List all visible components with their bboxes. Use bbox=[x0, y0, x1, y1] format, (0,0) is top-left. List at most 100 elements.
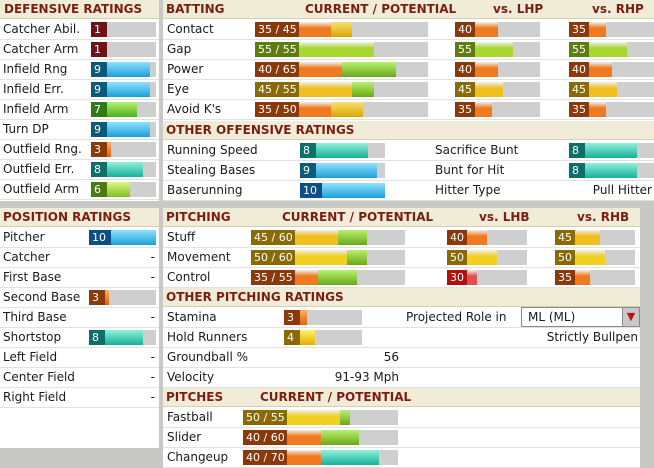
batting-panel: BATTING CURRENT / POTENTIAL vs. LHP vs. … bbox=[163, 0, 654, 121]
batting-power-lhp-bar: 40 bbox=[455, 62, 540, 77]
defensive-catcher-arm-badge: 1 bbox=[91, 42, 107, 57]
defensive-label: Turn DP bbox=[3, 122, 49, 136]
defensive-ratings-header: DEFENSIVE RATINGS bbox=[0, 0, 159, 19]
pitching-movement-lhb-bar: 50 bbox=[447, 250, 527, 265]
other-offense-sacrifice-bunt-bar: 8 bbox=[569, 143, 654, 158]
position-value: - bbox=[150, 250, 155, 264]
pitch-label: Fastball bbox=[167, 410, 213, 424]
projected-role-value: ML (ML) bbox=[528, 310, 576, 324]
position-value: - bbox=[150, 350, 155, 364]
stamina-bar: 3 bbox=[284, 310, 362, 325]
pitching-control-lhb-bar: 30 bbox=[447, 270, 527, 285]
defensive-row-turn-dp: Turn DP 9 bbox=[0, 119, 159, 140]
pitch-fastball-potential-fill bbox=[340, 410, 350, 425]
position-label: Second Base bbox=[3, 290, 81, 304]
velocity-label: Velocity bbox=[167, 370, 215, 384]
velocity-value: 91-93 Mph bbox=[334, 370, 399, 384]
batting-eye-potential-fill bbox=[352, 82, 374, 97]
defensive-label: Outfield Rng. bbox=[3, 142, 82, 156]
other-offense-baserunning-bar: 10 bbox=[300, 183, 385, 198]
batting-avoid-k-s-lhp-badge: 35 bbox=[455, 102, 475, 117]
position-pitcher-bar: 10 bbox=[89, 230, 156, 245]
pitching-header: PITCHING CURRENT / POTENTIAL vs. LHB vs.… bbox=[163, 208, 640, 227]
pitching-stuff-lhb-badge: 40 bbox=[447, 230, 467, 245]
batting-power-cp-bar: 40 / 65 bbox=[255, 62, 428, 77]
stamina-label: Stamina bbox=[167, 310, 217, 324]
position-second-base-bar: 3 bbox=[89, 290, 156, 305]
hitter-type-label: Hitter Type bbox=[435, 183, 501, 197]
other-offense-running-speed-bar-fill bbox=[300, 143, 368, 158]
position-value: - bbox=[150, 270, 155, 284]
batting-eye-lhp-badge: 45 bbox=[455, 82, 475, 97]
defensive-turn-dp-badge: 9 bbox=[91, 122, 107, 137]
defensive-ratings-title: DEFENSIVE RATINGS bbox=[4, 2, 143, 16]
pitch-label: Changeup bbox=[167, 450, 229, 464]
hold-runners-badge: 4 bbox=[284, 330, 300, 345]
batting-eye-cp-bar: 45 / 55 bbox=[255, 82, 428, 97]
other-offense-panel: OTHER OFFENSIVE RATINGS Running Speed 8 Sa… bbox=[163, 121, 654, 201]
pitching-title: PITCHING bbox=[166, 210, 231, 224]
batting-contact-rhp-badge: 35 bbox=[569, 22, 589, 37]
position-row-right-field: Right Field - bbox=[0, 387, 159, 408]
pitches-col-current: CURRENT / POTENTIAL bbox=[260, 390, 412, 404]
position-label: Third Base bbox=[3, 310, 67, 324]
batting-eye-cp-badge: 45 / 55 bbox=[255, 82, 299, 97]
position-label: Right Field bbox=[3, 390, 67, 404]
batting-eye-lhp-bar: 45 bbox=[455, 82, 540, 97]
other-offense-sacrifice-bunt-badge: 8 bbox=[569, 143, 585, 158]
pitching-row-stuff: Stuff 45 / 60 40 45 bbox=[163, 227, 640, 248]
batting-label: Power bbox=[167, 62, 204, 76]
position-label: Pitcher bbox=[3, 230, 45, 244]
pitching-col-current: CURRENT / POTENTIAL bbox=[282, 210, 434, 224]
position-shortstop-bar: 8 bbox=[89, 330, 156, 345]
defensive-row-outfield-err: Outfield Err. 8 bbox=[0, 159, 159, 180]
other-pitching-title: OTHER PITCHING RATINGS bbox=[166, 290, 344, 304]
defensive-infield-arm-badge: 7 bbox=[91, 102, 107, 117]
pitching-control-cp-bar: 35 / 55 bbox=[251, 270, 405, 285]
defensive-row-infield-err: Infield Err. 9 bbox=[0, 79, 159, 100]
pitching-col-lhb: vs. LHB bbox=[479, 210, 530, 224]
batting-gap-rhp-bar: 55 bbox=[569, 42, 654, 57]
hitter-type-value: Pull Hitter bbox=[592, 183, 652, 197]
batting-power-rhp-badge: 40 bbox=[569, 62, 589, 77]
projected-role-dropdown[interactable]: ML (ML) ▼ bbox=[521, 307, 640, 327]
position-second-base-badge: 3 bbox=[89, 290, 105, 305]
batting-label: Gap bbox=[167, 42, 192, 56]
other-offense-row-3: Baserunning 10 Hitter Type Pull Hitter bbox=[163, 180, 654, 201]
position-label: Center Field bbox=[3, 370, 75, 384]
pitching-stuff-potential-fill bbox=[338, 230, 367, 245]
defensive-label: Infield Err. bbox=[3, 82, 64, 96]
batting-title: BATTING bbox=[166, 2, 225, 16]
position-label: Catcher bbox=[3, 250, 50, 264]
pitch-changeup-potential-fill bbox=[321, 450, 379, 465]
defensive-row-infield-rng: Infield Rng 9 bbox=[0, 59, 159, 80]
defensive-row-outfield-arm: Outfield Arm 6 bbox=[0, 179, 159, 200]
batting-label: Contact bbox=[167, 22, 214, 36]
batting-avoid-k-s-rhp-bar: 35 bbox=[569, 102, 654, 117]
other-offense-header: OTHER OFFENSIVE RATINGS bbox=[163, 121, 654, 140]
defensive-infield-rng-badge: 9 bbox=[91, 62, 107, 77]
pitch-slider-cp-bar: 40 / 60 bbox=[243, 430, 398, 445]
batting-contact-cp-bar: 35 / 45 bbox=[255, 22, 428, 37]
pitching-label: Stuff bbox=[167, 230, 196, 244]
batting-label: Avoid K's bbox=[167, 102, 222, 116]
stamina-row: Stamina 3 Projected Role in ML (ML) ▼ bbox=[163, 307, 640, 328]
defensive-catcher-abil-badge: 1 bbox=[91, 22, 107, 37]
pitching-row-control: Control 35 / 55 30 35 bbox=[163, 267, 640, 288]
other-offense-title: OTHER OFFENSIVE RATINGS bbox=[166, 123, 355, 137]
pitching-stuff-lhb-bar: 40 bbox=[447, 230, 527, 245]
pitching-stuff-rhb-badge: 45 bbox=[555, 230, 575, 245]
other-offense-stealing-bases-badge: 9 bbox=[300, 163, 316, 178]
pitch-changeup-cp-badge: 40 / 70 bbox=[243, 450, 287, 465]
defensive-row-catcher-arm: Catcher Arm 1 bbox=[0, 39, 159, 60]
position-value: - bbox=[150, 370, 155, 384]
batting-row-power: Power 40 / 65 40 40 bbox=[163, 59, 654, 80]
groundball-row: Groundball % 56 bbox=[163, 347, 640, 368]
pitching-movement-lhb-badge: 50 bbox=[447, 250, 467, 265]
pitch-slider-cp-badge: 40 / 60 bbox=[243, 430, 287, 445]
defensive-outfield-rng-bar: 3 bbox=[91, 142, 156, 157]
defensive-turn-dp-bar: 9 bbox=[91, 122, 156, 137]
dropdown-arrow-icon[interactable]: ▼ bbox=[622, 308, 639, 326]
defensive-outfield-err-bar: 8 bbox=[91, 162, 156, 177]
other-offense-stealing-bases-bar-fill bbox=[300, 163, 377, 178]
